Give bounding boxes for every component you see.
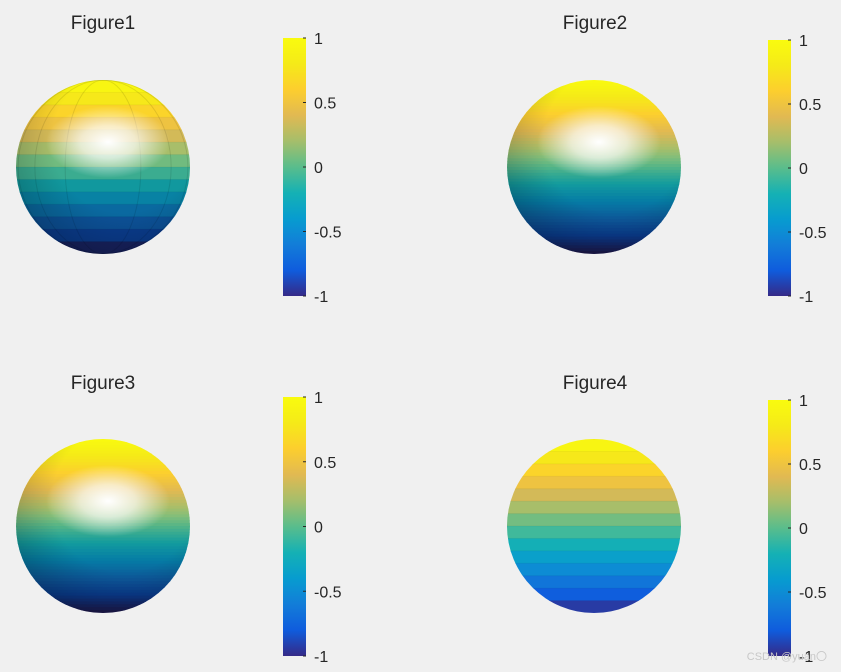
colorbar-tick-label: 0 (799, 521, 808, 538)
colorbar-tick-label: 0.5 (314, 455, 336, 472)
sphere-band (507, 488, 681, 503)
figure-title: Figure1 (71, 13, 135, 34)
colorbar-tick-label: 0 (314, 160, 323, 177)
colorbar-tick-label: 0.5 (799, 97, 821, 114)
colorbar-tick-label: -0.5 (314, 584, 342, 601)
sphere-surface (507, 439, 681, 613)
figure-title: Figure4 (563, 373, 628, 394)
colorbar-tick-label: 0.5 (799, 457, 821, 474)
colorbar-tick-label: 1 (799, 33, 808, 50)
sphere-band (507, 550, 681, 565)
sphere-highlight (537, 106, 661, 178)
figure-panel-1: Figure1 1 0.5 0 -0.5 -1 (16, 13, 342, 306)
colorbar-tick-label: 1 (314, 31, 323, 48)
colorbar-tick-label: -1 (314, 289, 328, 306)
sphere-band (507, 500, 681, 515)
sphere-band (507, 587, 681, 602)
sphere-band (507, 575, 681, 590)
sphere-band (507, 525, 681, 540)
sphere-band (507, 450, 681, 465)
sphere-band (507, 513, 681, 528)
figure-title: Figure2 (563, 13, 627, 34)
colorbar-tick-label: -0.5 (799, 585, 827, 602)
colorbar-tick-label: 0 (799, 161, 808, 178)
watermark: CSDN @yuan〇 (746, 651, 827, 663)
figure-title: Figure3 (71, 373, 135, 394)
colorbar (768, 400, 791, 656)
sphere-band (507, 463, 681, 478)
sphere-band (507, 475, 681, 490)
colorbar-tick-label: -0.5 (799, 225, 827, 242)
figure-panel-2: Figure2 1 0.5 0 -0.5 -1 (507, 13, 827, 306)
colorbar-tick-label: -1 (799, 649, 813, 666)
figure-panel-4: Figure4 1 0.5 0 -0.5 -1 (507, 373, 827, 666)
colorbar-tick-label: 1 (799, 393, 808, 410)
colorbar-tick-label: 1 (314, 390, 323, 407)
colorbar (768, 40, 791, 296)
sphere-highlight (46, 465, 170, 537)
sphere-surface (507, 80, 681, 254)
sphere-surface (16, 439, 190, 613)
sphere-band (507, 562, 681, 577)
sphere-band (507, 439, 681, 453)
sphere-surface (16, 80, 190, 254)
sphere-band (507, 600, 681, 613)
colorbar-tick-label: -1 (799, 289, 813, 306)
colorbar-tick-label: -0.5 (314, 225, 342, 242)
figure-panel-3: Figure3 1 0.5 0 -0.5 -1 (16, 373, 342, 666)
colorbar-tick-label: 0.5 (314, 96, 336, 113)
colorbar-tick-label: 0 (314, 520, 323, 537)
sphere-band (507, 537, 681, 552)
sphere-highlight (46, 106, 170, 178)
colorbar (283, 38, 306, 296)
colorbar-tick-label: -1 (314, 649, 328, 666)
colorbar (283, 397, 306, 656)
